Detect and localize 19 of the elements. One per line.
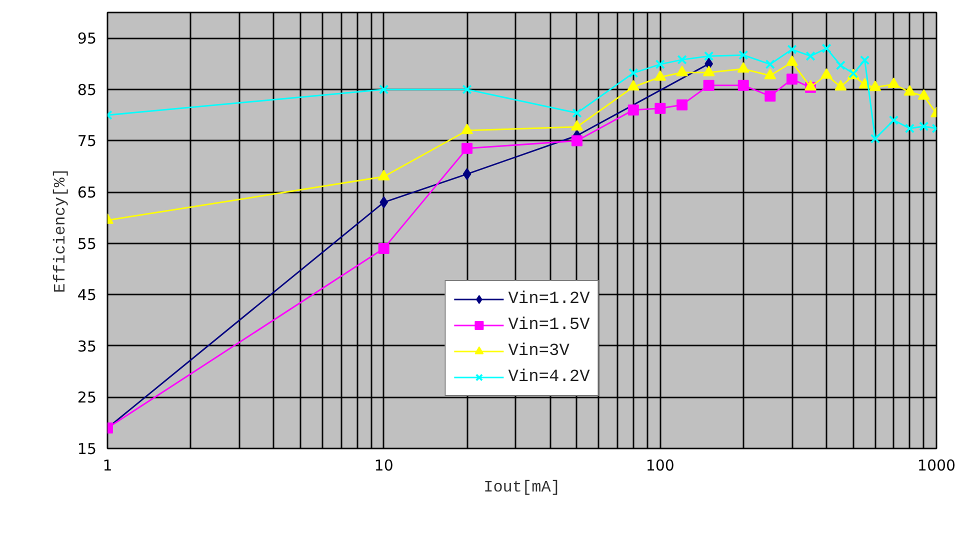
y-tick-label: 95	[77, 30, 97, 48]
legend-label: Vin=3V	[508, 342, 570, 360]
x-tick-label: 1	[102, 456, 112, 474]
legend-label: Vin=1.5V	[508, 316, 590, 334]
y-tick-label: 25	[77, 388, 97, 407]
y-tick-label: 35	[77, 337, 97, 356]
x-tick-label: 100	[646, 456, 674, 474]
legend-label: Vin=1.2V	[508, 290, 590, 308]
y-tick-label: 55	[77, 234, 97, 253]
legend-label: Vin=4.2V	[508, 368, 590, 386]
y-axis-title: Efficiency[%]	[51, 168, 70, 293]
y-tick-label: 65	[77, 184, 97, 202]
y-tick-label: 85	[77, 80, 97, 99]
x-tick-label: 1000	[917, 456, 956, 474]
y-tick-label: 15	[77, 440, 97, 458]
x-tick-label: 10	[374, 456, 394, 474]
x-axis-title: Iout[mA]	[484, 478, 560, 496]
y-tick-label: 75	[77, 132, 97, 150]
y-tick-label: 45	[77, 286, 97, 304]
